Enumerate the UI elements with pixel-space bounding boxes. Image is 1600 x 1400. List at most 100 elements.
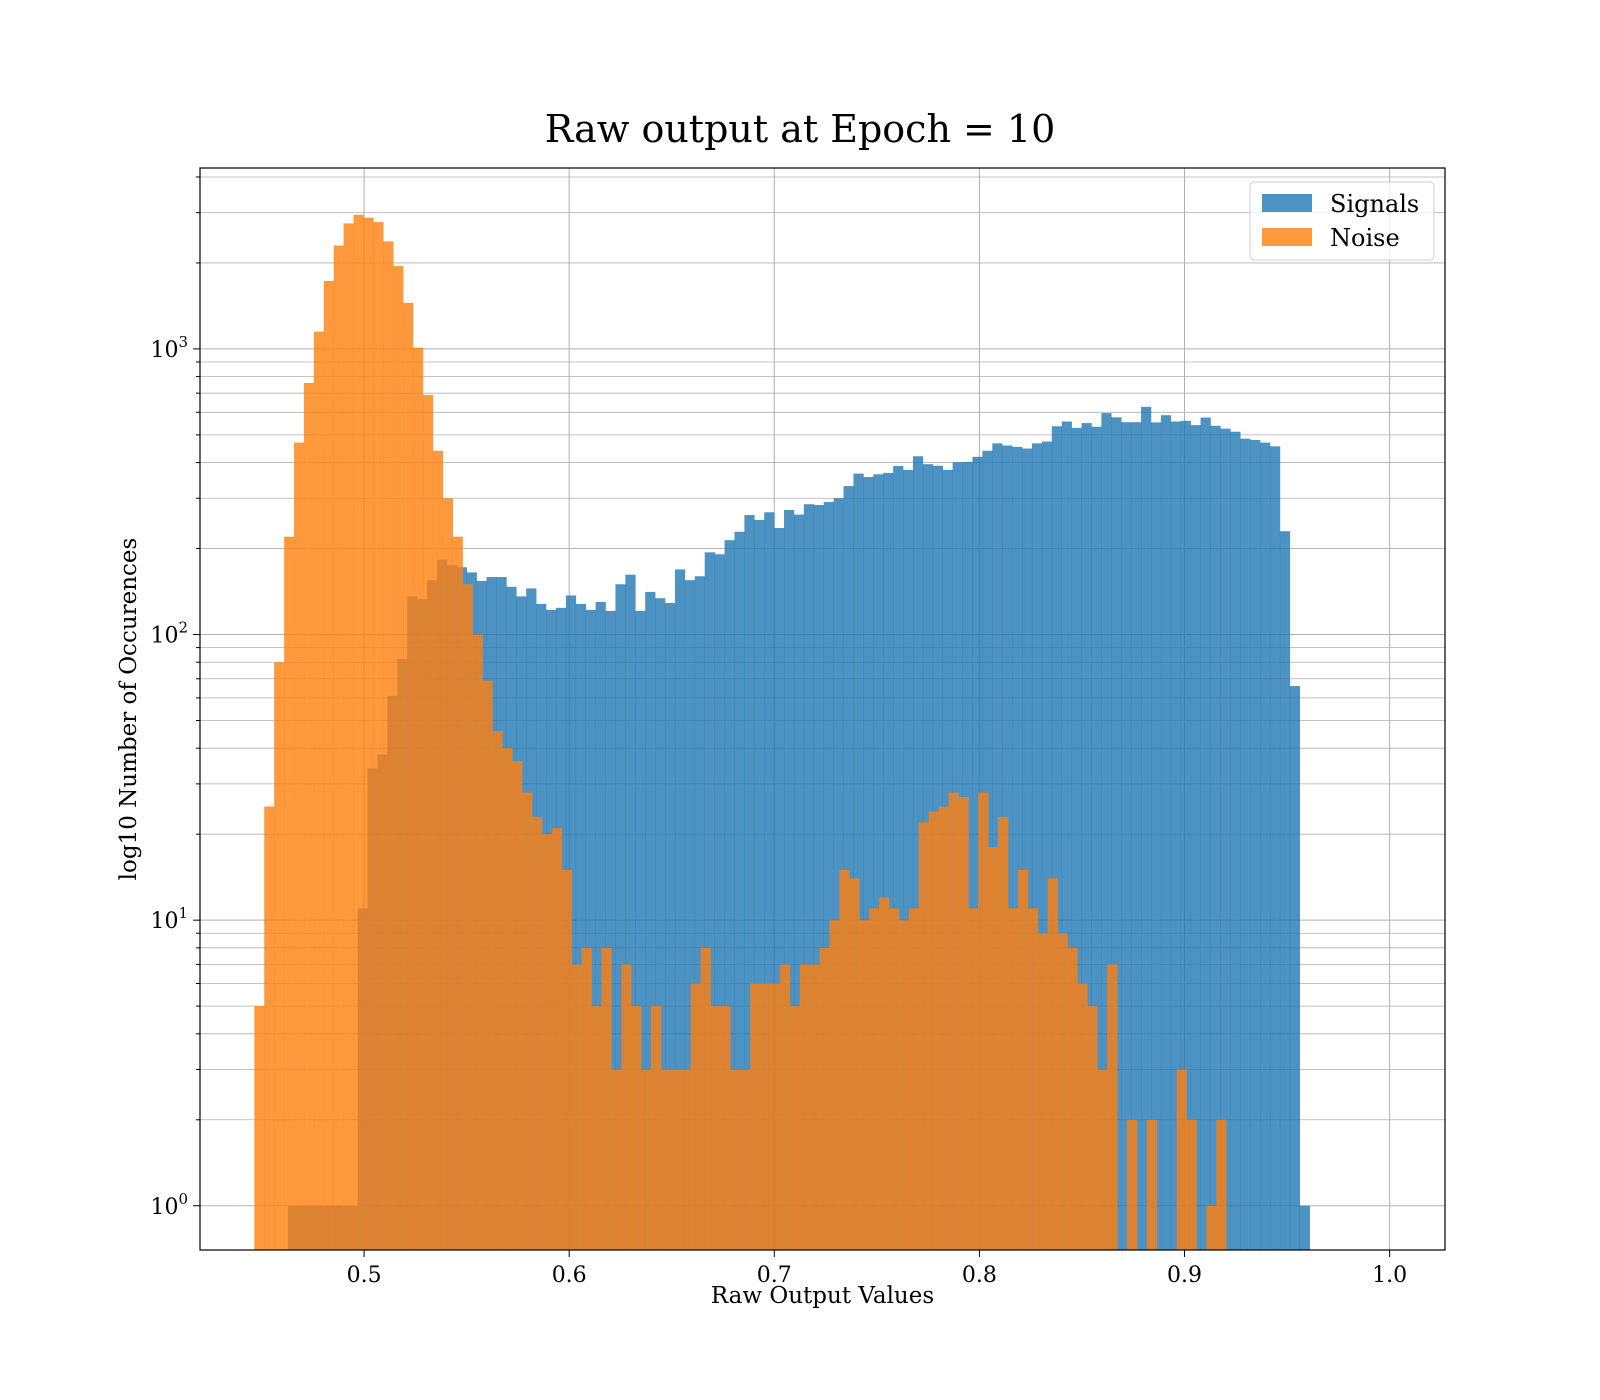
bar-signals <box>1141 406 1152 1250</box>
x-tick-label: 0.8 <box>962 1263 997 1288</box>
bar-noise <box>948 792 959 1250</box>
bar-signals <box>575 603 587 1250</box>
bar-signals <box>714 554 725 1250</box>
bar-signals <box>585 609 596 1250</box>
bar-noise <box>849 878 860 1250</box>
bar-signals <box>1240 438 1251 1250</box>
bar-noise <box>284 536 295 1250</box>
bar-signals <box>863 477 874 1251</box>
bar-noise <box>740 1069 751 1250</box>
bar-noise <box>869 908 880 1250</box>
bar-signals <box>1170 421 1182 1250</box>
bar-noise <box>551 828 563 1250</box>
bar-noise <box>1107 964 1118 1250</box>
bar-signals <box>1051 426 1063 1250</box>
bar-noise <box>700 947 711 1250</box>
bar-noise <box>710 1006 721 1250</box>
bar-noise <box>492 730 503 1250</box>
x-tick-label: 0.6 <box>552 1263 587 1288</box>
legend-label-signals: Signals <box>1330 190 1419 218</box>
bar-signals <box>724 540 735 1250</box>
bar-noise <box>631 1006 642 1250</box>
bar-noise <box>690 983 701 1250</box>
bar-signals <box>764 512 775 1250</box>
y-tick-label: 100 <box>150 1190 188 1220</box>
bar-noise <box>670 1069 682 1250</box>
bar-signals <box>1210 425 1221 1251</box>
bar-noise <box>809 964 820 1250</box>
bar-noise <box>522 792 533 1250</box>
bar-signals <box>1279 531 1291 1250</box>
bar-signals <box>1081 423 1092 1250</box>
bar-noise <box>958 796 969 1250</box>
y-tick-label: 102 <box>150 619 188 649</box>
bar-signals <box>655 598 666 1250</box>
bar-noise <box>254 1006 265 1250</box>
bar-noise <box>413 347 424 1250</box>
x-tick-label: 0.5 <box>347 1263 382 1288</box>
bar-signals <box>1269 446 1281 1251</box>
bar-noise <box>581 947 592 1250</box>
legend-swatch-signals <box>1262 194 1312 212</box>
bar-noise <box>393 266 404 1250</box>
bar-noise <box>422 394 434 1250</box>
bar-noise <box>998 816 1009 1250</box>
x-axis-label: Raw Output Values <box>711 1283 934 1309</box>
bar-signals <box>833 498 844 1251</box>
bar-noise <box>680 1069 691 1250</box>
bar-noise <box>889 908 900 1250</box>
bar-noise <box>532 816 543 1250</box>
bar-signals <box>1101 413 1112 1250</box>
bar-signals <box>625 574 636 1250</box>
bar-signals <box>665 602 676 1250</box>
bar-signals <box>803 504 815 1250</box>
bar-noise <box>859 920 870 1250</box>
bar-noise <box>571 964 582 1250</box>
bar-signals <box>595 601 606 1250</box>
bar-signals <box>1022 448 1033 1251</box>
bar-signals <box>1041 441 1053 1251</box>
bar-signals <box>903 469 914 1250</box>
bar-noise <box>1146 1119 1158 1250</box>
bar-noise <box>512 761 523 1250</box>
bar-noise <box>928 811 939 1250</box>
bar-signals <box>1250 439 1261 1250</box>
bar-noise <box>770 983 781 1250</box>
bar-signals <box>972 456 983 1250</box>
bar-noise <box>1097 1069 1108 1250</box>
bar-signals <box>1061 421 1072 1250</box>
bar-noise <box>918 822 930 1250</box>
bar-signals <box>793 514 805 1250</box>
bar-noise <box>978 792 989 1250</box>
bar-noise <box>1176 1069 1187 1250</box>
bar-noise <box>641 1069 652 1250</box>
bar-noise <box>1127 1119 1138 1250</box>
bar-noise <box>472 634 483 1250</box>
bar-signals <box>1220 428 1231 1250</box>
bar-signals <box>734 531 745 1250</box>
bar-signals <box>754 519 765 1250</box>
bar-signals <box>1150 422 1162 1251</box>
bar-signals <box>1180 420 1191 1250</box>
bar-signals <box>605 610 616 1250</box>
bar-signals <box>635 610 646 1250</box>
bar-signals <box>843 486 854 1251</box>
y-axis-label: log10 Number of Occurences <box>116 538 142 881</box>
bar-signals <box>645 591 656 1250</box>
bar-signals <box>873 474 884 1250</box>
bar-signals <box>1160 415 1172 1250</box>
bar-noise <box>502 748 513 1250</box>
bar-noise <box>839 869 850 1250</box>
legend: Signals Noise <box>1249 181 1435 261</box>
bar-noise <box>760 983 771 1250</box>
bar-signals <box>784 509 795 1250</box>
bar-noise <box>363 217 374 1250</box>
bar-noise <box>730 1069 741 1250</box>
x-tick-label: 0.9 <box>1167 1263 1202 1288</box>
bar-signals <box>1299 1205 1310 1250</box>
bar-noise <box>621 964 632 1250</box>
bar-signals <box>1012 446 1023 1250</box>
bar-noise <box>591 1006 602 1250</box>
bar-noise <box>1087 1006 1098 1250</box>
x-tick-label: 0.7 <box>757 1263 792 1288</box>
